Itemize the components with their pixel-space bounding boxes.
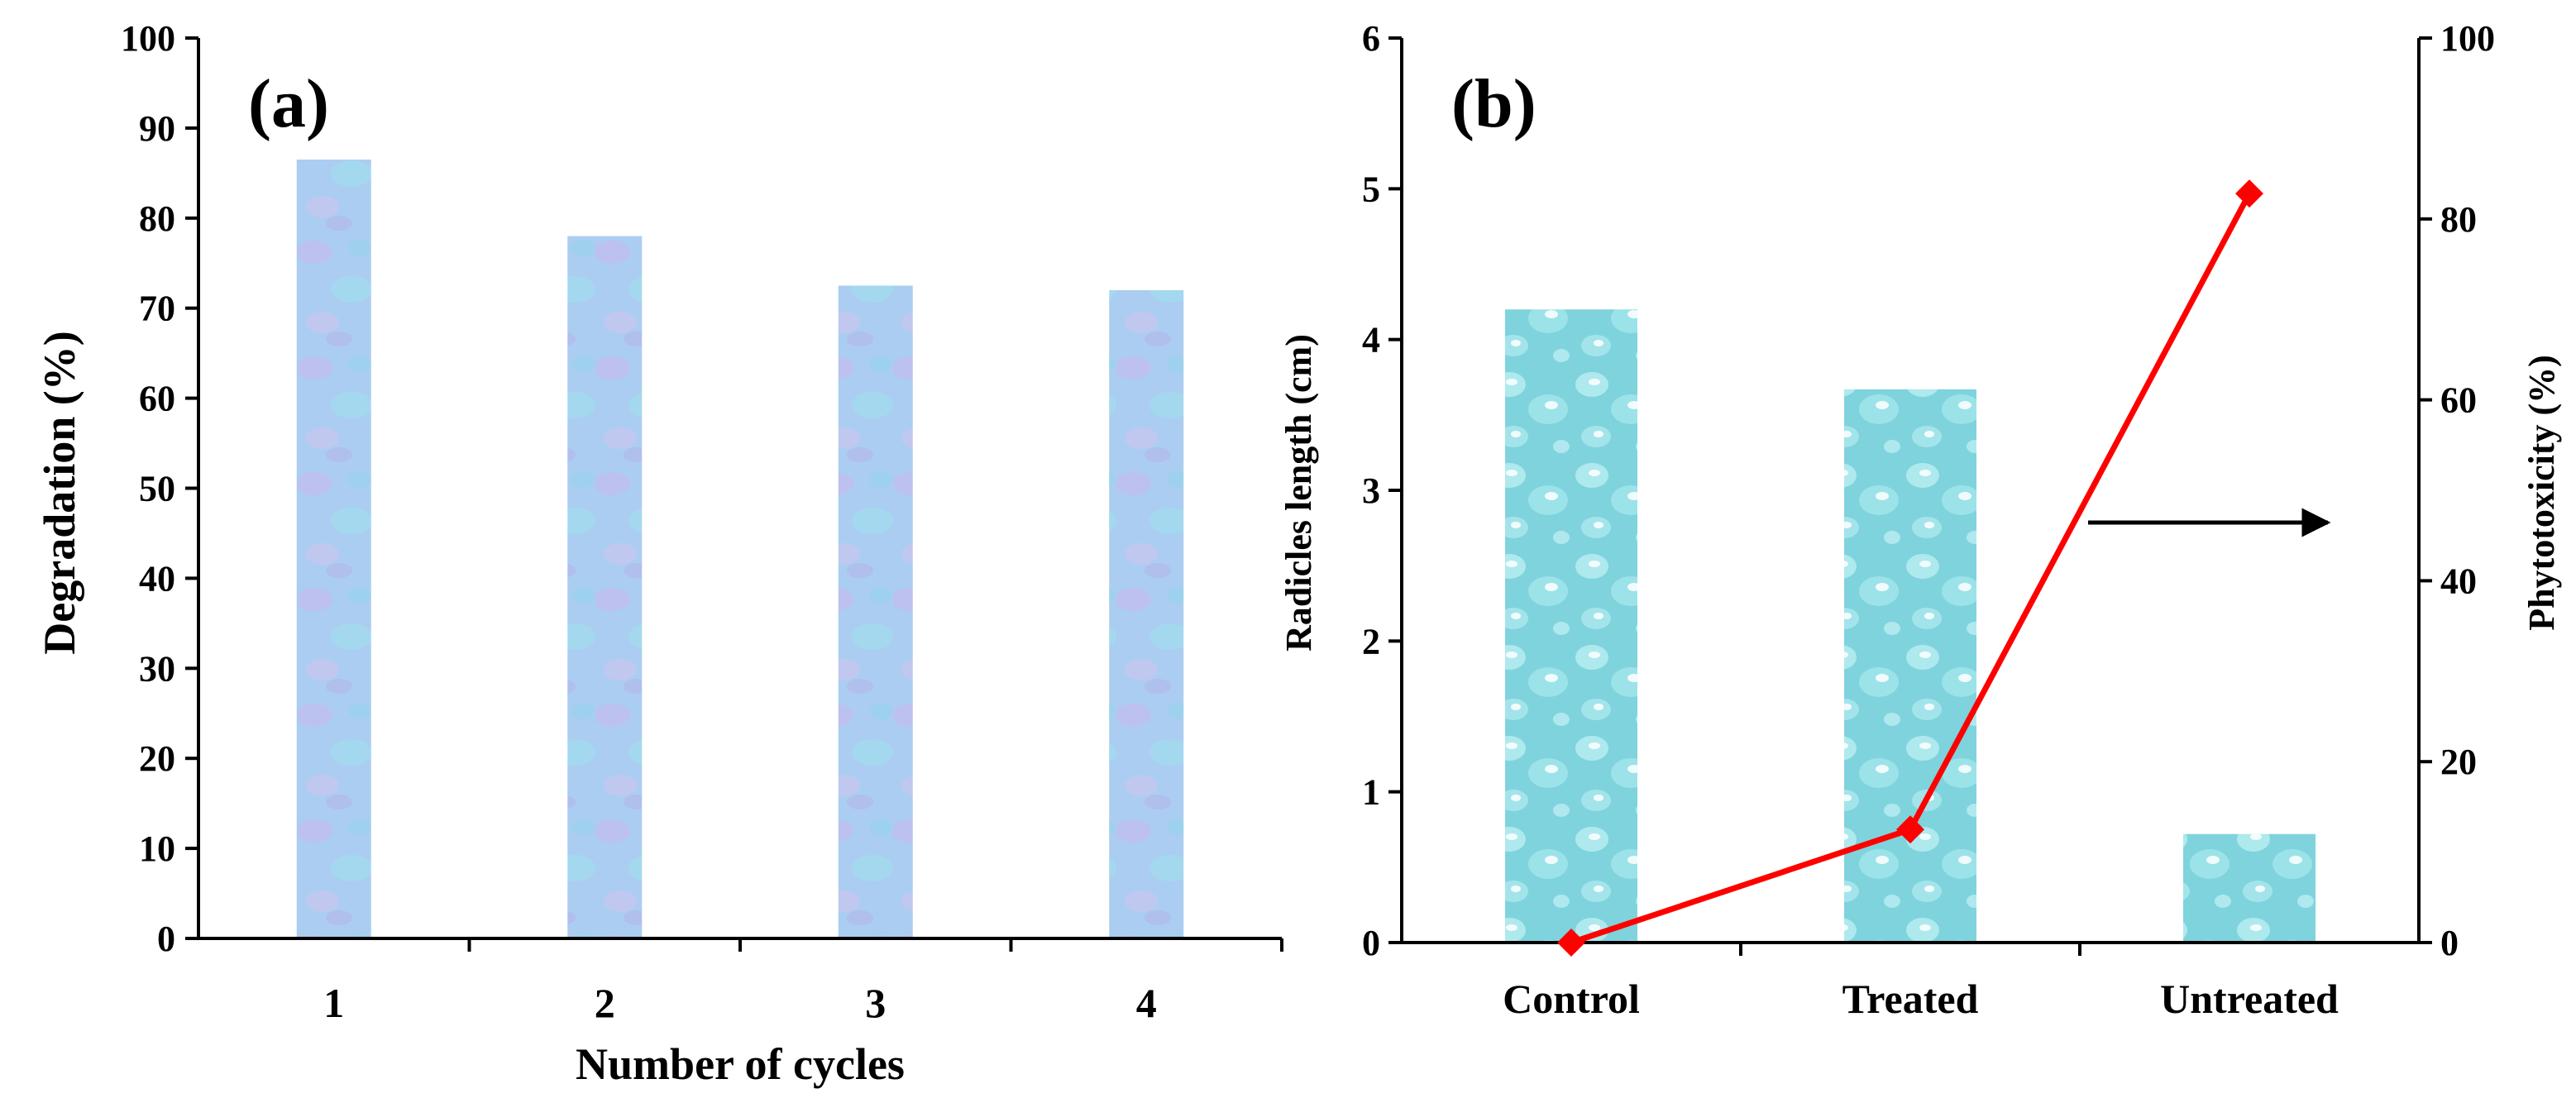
a-x-ticks: 1 2 3 4 xyxy=(323,938,1283,1026)
b-x-tick-label: Control xyxy=(1503,976,1640,1022)
a-y-tick-label: 60 xyxy=(139,379,175,419)
a-x-tick-label: 1 xyxy=(323,980,344,1026)
b-y-ticks-right: 0 20 40 60 80 100 xyxy=(2419,18,2495,963)
b-line-marker xyxy=(2235,179,2263,208)
b-x-tick-label: Untreated xyxy=(2160,976,2339,1022)
a-y-tick-label: 0 xyxy=(157,919,175,959)
a-bar xyxy=(567,236,643,939)
a-bar xyxy=(1109,289,1184,938)
a-y-ticks: 0 10 20 30 40 50 60 70 80 90 100 xyxy=(121,18,198,959)
b-y-ticks-left: 0 1 2 3 4 5 6 xyxy=(1362,18,1402,963)
a-bars xyxy=(296,160,1184,939)
a-y-axis-title: Degradation (%) xyxy=(35,331,84,654)
b-bar xyxy=(1844,389,1976,943)
a-x-tick-label: 2 xyxy=(595,980,615,1026)
b-x-tick-label: Treated xyxy=(1842,976,1979,1022)
b-y-tick-label-left: 5 xyxy=(1362,169,1380,209)
panel-b-label: (b) xyxy=(1451,65,1537,142)
a-y-tick-label: 30 xyxy=(139,648,175,689)
b-y-tick-label-right: 0 xyxy=(2440,923,2459,963)
b-line-marker xyxy=(1896,815,1924,844)
a-y-tick-label: 20 xyxy=(139,738,175,779)
a-bar xyxy=(838,285,913,939)
b-y-tick-label-left: 6 xyxy=(1362,18,1380,59)
b-y-axis-title-right: Phytotoxicity (%) xyxy=(2521,355,2562,631)
b-bars xyxy=(1505,309,2316,943)
a-y-tick-label: 10 xyxy=(139,828,175,869)
panel-a: 0 10 20 30 40 50 60 70 80 90 100 1 2 3 4 (a) Number o… xyxy=(35,18,1283,1089)
a-y-tick-label: 50 xyxy=(139,469,175,509)
b-y-tick-label-left: 0 xyxy=(1362,923,1380,963)
b-y-tick-label-right: 100 xyxy=(2440,18,2495,59)
a-x-axis-title: Number of cycles xyxy=(576,1039,905,1089)
b-y-tick-label-left: 4 xyxy=(1362,320,1380,360)
a-y-tick-label: 80 xyxy=(139,198,175,239)
panel-a-label: (a) xyxy=(248,65,329,142)
b-line-marker xyxy=(1557,929,1585,957)
b-phytotoxicity-line xyxy=(1557,179,2263,957)
a-x-tick-label: 3 xyxy=(865,980,886,1026)
b-y-tick-label-left: 2 xyxy=(1362,621,1380,661)
b-y-tick-label-right: 80 xyxy=(2440,199,2477,240)
b-x-ticks: Control Treated Untreated xyxy=(1503,943,2339,1022)
panel-b: 0 1 2 3 4 5 6 0 20 40 60 80 100 Control Treated Untre… xyxy=(1278,18,2562,1022)
b-y-tick-label-right: 40 xyxy=(2440,561,2477,601)
b-bar xyxy=(2183,833,2316,943)
a-y-tick-label: 100 xyxy=(121,18,175,59)
a-x-tick-label: 4 xyxy=(1136,980,1157,1026)
a-y-tick-label: 40 xyxy=(139,558,175,599)
b-bar xyxy=(1505,309,1637,943)
b-y-tick-label-left: 3 xyxy=(1362,470,1380,511)
b-y-tick-label-left: 1 xyxy=(1362,772,1380,813)
a-y-tick-label: 90 xyxy=(139,108,175,149)
b-y-tick-label-right: 60 xyxy=(2440,380,2477,421)
b-y-axis-title-left: Radicles length (cm) xyxy=(1278,334,1319,652)
a-bar xyxy=(296,160,371,938)
a-y-tick-label: 70 xyxy=(139,289,175,329)
b-y-tick-label-right: 20 xyxy=(2440,742,2477,782)
